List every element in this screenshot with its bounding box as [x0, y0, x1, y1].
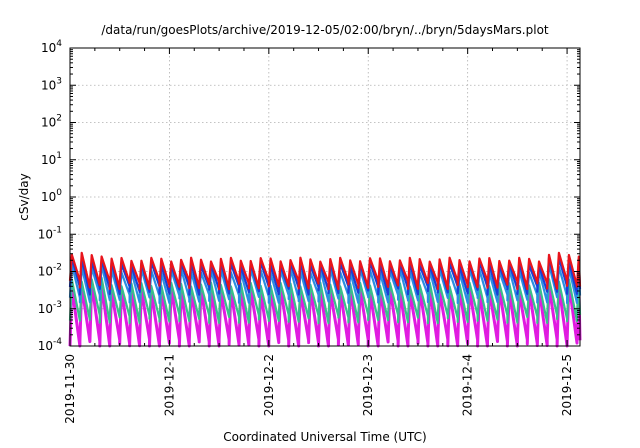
x-tick-label: 2019-12-5: [560, 354, 574, 416]
x-tick-label: 2019-11-30: [63, 354, 77, 424]
series-line: [68, 276, 582, 325]
x-axis-label: Coordinated Universal Time (UTC): [223, 430, 426, 444]
x-axis: 2019-11-30 2019-12-1 2019-12-2 2019-12-3 201…: [63, 48, 574, 424]
y-tick-label: 103: [41, 76, 62, 92]
series-layer: [68, 251, 582, 348]
series-line: [68, 256, 582, 296]
series-line: [68, 251, 582, 291]
y-tick-label: 10-3: [38, 300, 62, 316]
y-axis-label: cSv/day: [17, 173, 31, 220]
y-tick-label: 10-1: [38, 225, 62, 241]
x-tick-label: 2019-12-2: [262, 354, 276, 416]
y-tick-label: 102: [41, 114, 62, 130]
y-tick-label: 10-4: [38, 337, 63, 353]
y-tick-label: 101: [41, 151, 62, 167]
chart-title: /data/run/goesPlots/archive/2019-12-05/0…: [101, 23, 549, 37]
series-line: [68, 281, 582, 348]
y-axis: 10-4 10-3 10-2 10-1 100 101 102 103 104: [38, 39, 580, 353]
x-tick-label: 2019-12-3: [361, 354, 375, 416]
y-tick-label: 10-2: [38, 263, 62, 279]
y-tick-label: 100: [41, 188, 62, 204]
x-tick-label: 2019-12-1: [162, 354, 176, 416]
y-tick-label: 104: [41, 39, 62, 55]
x-tick-label: 2019-12-4: [461, 354, 475, 416]
